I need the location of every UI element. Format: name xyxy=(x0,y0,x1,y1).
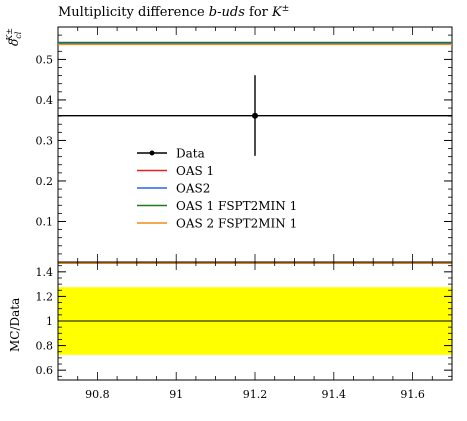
main-y-axis-label: δclK± xyxy=(5,28,23,46)
ratio-x-tick-label: 91 xyxy=(169,388,183,401)
ratio-x-tick-label: 91.2 xyxy=(243,388,268,401)
legend: Data OAS 1 OAS2 OAS 1 FSPT2MIN 1 OAS 2 FSPT2… xyxy=(137,147,297,231)
chart-title: Multiplicity difference b-uds for K± xyxy=(58,4,289,20)
main-y-tick-label: 0.2 xyxy=(36,175,54,188)
main-y-tick-label: 0.5 xyxy=(36,53,54,66)
ratio-y-axis-label: MC/Data xyxy=(8,298,22,352)
ratio-y-tick-label: 1 xyxy=(46,315,53,328)
ratio-y-tick-label: 1.2 xyxy=(36,290,54,303)
legend-label-oas2_fspt: OAS 2 FSPT2MIN 1 xyxy=(176,217,297,231)
ratio-y-tick-label: 1.4 xyxy=(36,266,54,279)
legend-label-oas2: OAS2 xyxy=(176,182,210,196)
legend-label-oas1: OAS 1 xyxy=(176,164,214,178)
ratio-plot-panel: 0.6 0.8 1 1.2 1.4 90.8 91 91.2 91.4 91.6 xyxy=(36,261,453,401)
ratio-x-tick-label: 91.6 xyxy=(400,388,425,401)
main-plot-panel: 0.1 0.2 0.3 0.4 0.5 Data OAS 1 OAS2 OAS 1 FSPT2… xyxy=(36,26,453,263)
ratio-y-tick-label: 0.6 xyxy=(36,364,54,377)
main-y-tick-label: 0.1 xyxy=(36,215,54,228)
main-y-tick-label: 0.4 xyxy=(36,94,54,107)
data-point xyxy=(252,112,258,119)
legend-marker-data xyxy=(149,150,155,156)
ratio-y-tick-label: 0.8 xyxy=(36,340,54,353)
main-y-tick-label: 0.3 xyxy=(36,134,54,147)
ratio-x-tick-label: 91.4 xyxy=(322,388,347,401)
legend-label-oas1_fspt: OAS 1 FSPT2MIN 1 xyxy=(176,199,297,213)
legend-label-data: Data xyxy=(176,147,205,161)
ratio-x-tick-label: 90.8 xyxy=(85,388,110,401)
